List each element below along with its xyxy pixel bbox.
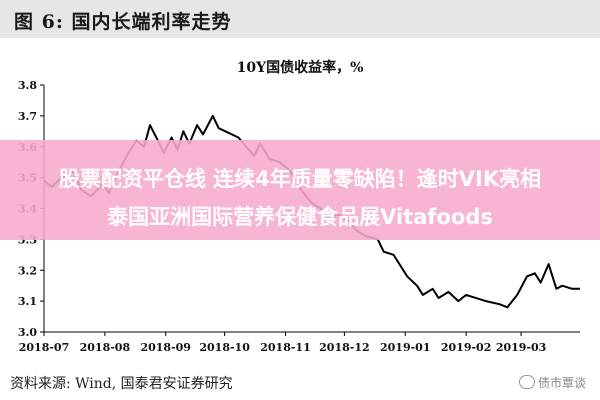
x-tick-label: 2018-11: [260, 341, 311, 354]
figure-header: 图 6: 国内长端利率走势: [0, 0, 600, 38]
x-tick-label: 2019-02: [441, 341, 492, 354]
x-tick-label: 2018-08: [80, 341, 131, 354]
promo-overlay-banner: 股票配资平仓线 连续4年质量零缺陷！逢时VIK亮相 泰国亚洲国际营养保健食品展V…: [0, 140, 600, 240]
x-tick-label: 2018-09: [140, 341, 191, 354]
overlay-line-1: 股票配资平仓线 连续4年质量零缺陷！逢时VIK亮相: [58, 167, 542, 191]
chart-title: 10Y国债收益率，%: [237, 59, 364, 76]
figure-title: 图 6: 国内长端利率走势: [14, 11, 232, 33]
y-tick-label: 3.8: [18, 79, 37, 92]
x-tick-label: 2018-10: [199, 341, 250, 354]
wechat-icon: [518, 375, 535, 389]
y-tick-label: 3.2: [18, 264, 37, 277]
y-tick-label: 3.7: [18, 110, 37, 123]
x-tick-label: 2019-01: [380, 341, 431, 354]
overlay-line-2: 泰国亚洲国际营养保健食品展Vitafoods: [107, 205, 493, 229]
y-tick-label: 3.1: [18, 295, 37, 308]
x-tick-label: 2018-12: [319, 341, 370, 354]
source-note: 资料来源: Wind, 国泰君安证券研究: [10, 376, 233, 392]
x-tick-label: 2019-03: [496, 341, 547, 354]
watermark: 债市覃谈: [518, 374, 586, 391]
watermark-text: 债市覃谈: [537, 376, 586, 390]
x-tick-label: 2018-07: [19, 341, 70, 354]
y-tick-label: 3.0: [18, 326, 37, 339]
